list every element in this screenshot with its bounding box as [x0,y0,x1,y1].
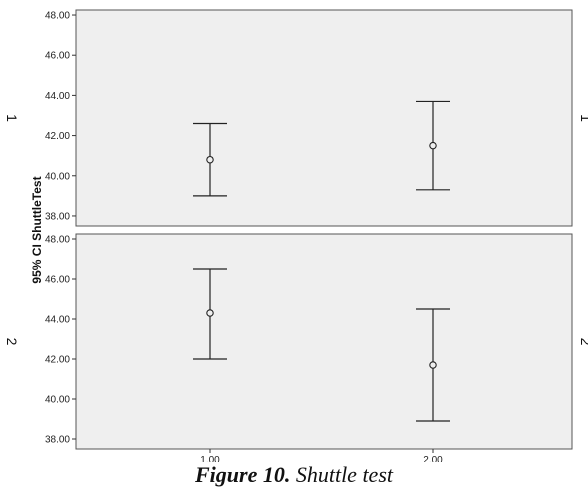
panel-label-left: 1 [4,114,20,122]
y-tick-label: 38.00 [45,211,70,222]
panel-label-left: 2 [4,338,20,346]
caption-title: Shuttle test [295,462,393,487]
y-tick-label: 40.00 [45,171,70,182]
y-tick-label: 46.00 [45,275,70,286]
y-tick-label: 40.00 [45,395,70,406]
y-tick-label: 42.00 [45,355,70,366]
y-axis-label: 95% CI ShuttleTest [30,176,44,283]
panel-background [75,233,573,450]
mean-marker [206,309,214,317]
panel-1: 38.00 40.00 42.00 44.00 46.00 48.00 1 1 [4,9,588,227]
panel-label-right: 2 [578,338,588,346]
y-tick-label: 48.00 [45,235,70,246]
y-tick-label: 44.00 [45,315,70,326]
x-tick-label: 2.00 [423,455,443,462]
panel-background [75,9,573,227]
x-axis-ticks: 1.00 2.00 [200,449,443,462]
caption-figure-number: Figure 10. [194,462,291,487]
panel-2: 38.00 40.00 42.00 44.00 46.00 48.00 2 2 [4,233,588,450]
error-bar-chart: 95% CI ShuttleTest 38.00 40.00 42.00 44.00 4… [4,9,588,462]
y-tick-label: 46.00 [45,51,70,62]
x-tick-label: 1.00 [200,455,220,462]
y-tick-label: 38.00 [45,435,70,446]
y-tick-label: 44.00 [45,91,70,102]
y-tick-label: 48.00 [45,11,70,22]
y-tick-label: 42.00 [45,131,70,142]
chart-panels: 38.00 40.00 42.00 44.00 46.00 48.00 1 1 38.00 40.… [4,9,588,450]
figure-caption: Figure 10. Shuttle test [0,462,588,488]
mean-marker [206,155,214,164]
panel-label-right: 1 [578,114,588,122]
mean-marker [429,361,437,369]
mean-marker [429,141,437,150]
